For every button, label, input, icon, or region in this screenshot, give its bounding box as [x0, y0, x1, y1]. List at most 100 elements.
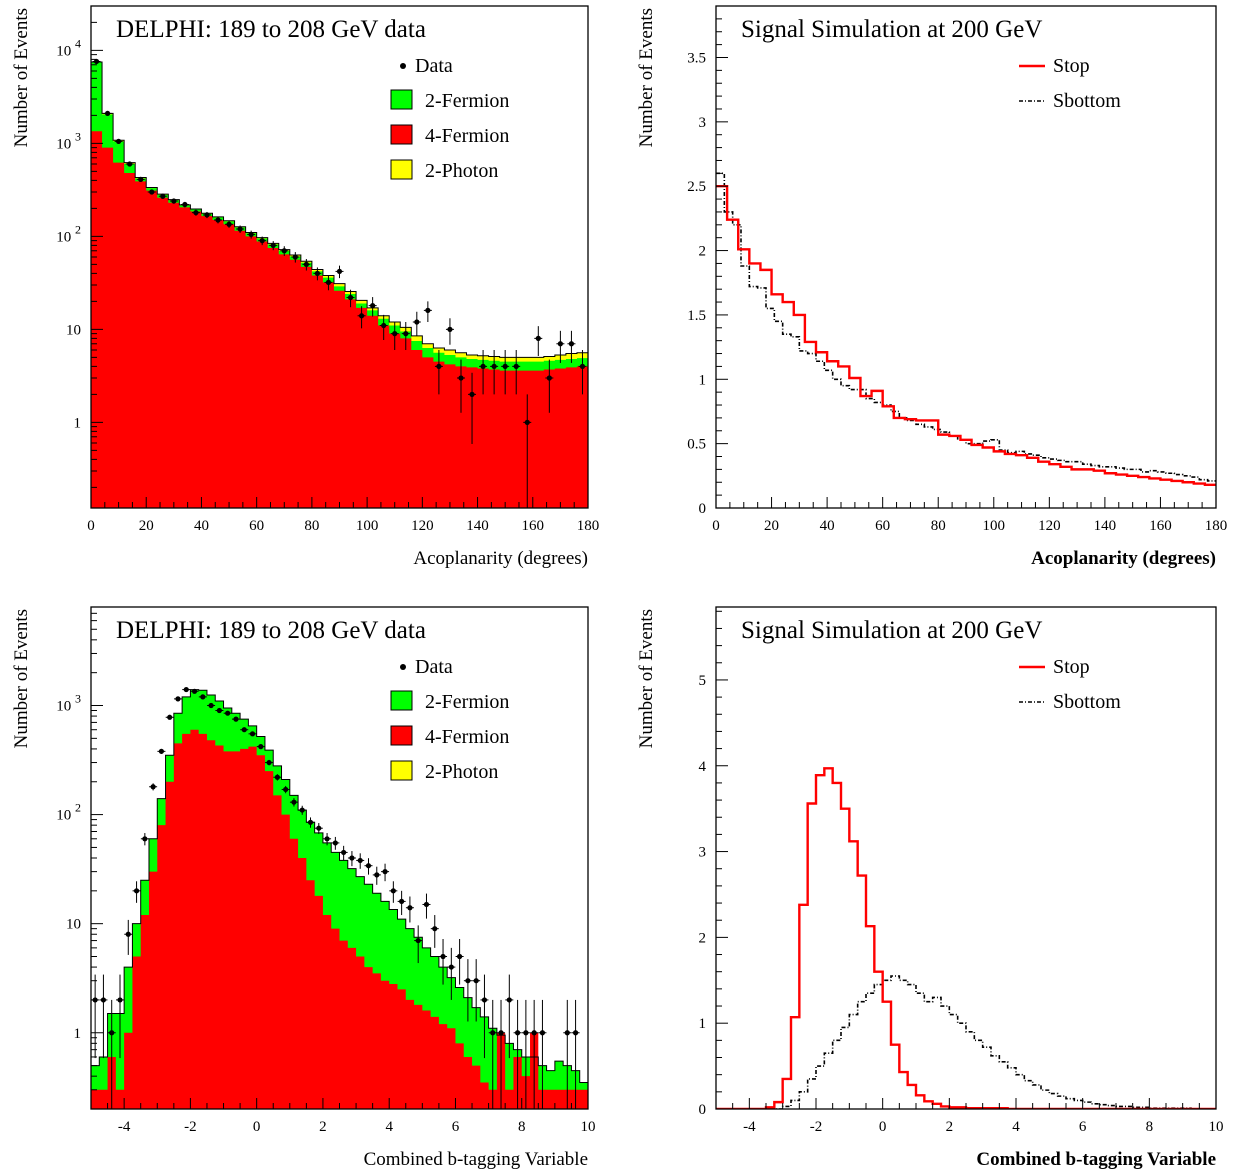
data-point — [578, 349, 587, 395]
data-marker — [149, 189, 155, 195]
data-marker — [407, 905, 413, 911]
legend-data-marker — [400, 664, 406, 670]
data-point — [347, 851, 356, 867]
y-axis-title: Number of Events — [11, 8, 32, 147]
x-tick-label: 100 — [356, 518, 379, 534]
data-point — [434, 349, 443, 395]
data-point — [314, 823, 323, 835]
data-marker — [133, 888, 140, 894]
data-point — [169, 198, 178, 204]
data-point — [372, 866, 381, 885]
data-marker — [104, 110, 111, 117]
data-marker — [382, 869, 388, 875]
data-point — [324, 275, 333, 291]
data-marker — [215, 217, 221, 223]
data-marker — [325, 279, 332, 285]
y-tick-label: 0 — [699, 1102, 707, 1118]
data-marker — [233, 716, 239, 722]
x-tick-label: -2 — [184, 1119, 197, 1135]
y-tick-label: 2 — [699, 930, 707, 946]
x-tick-label: 0 — [253, 1119, 261, 1135]
data-point — [534, 326, 543, 356]
y-tick-label: 2.5 — [687, 179, 706, 195]
x-tick-label: 160 — [1149, 518, 1172, 534]
y-axis-title: Number of Events — [636, 8, 657, 147]
data-marker — [303, 261, 309, 267]
data-point — [513, 999, 522, 1109]
data-marker — [514, 1030, 521, 1036]
data-marker — [125, 931, 131, 937]
data-point — [456, 359, 465, 413]
y-tick-label: 10 4 — [56, 36, 81, 59]
data-point — [331, 836, 340, 850]
x-tick-label: 8 — [1146, 1119, 1154, 1135]
x-tick-label: 6 — [452, 1119, 460, 1135]
data-marker — [291, 799, 297, 805]
data-point — [298, 805, 307, 815]
x-tick-label: 10 — [581, 1119, 596, 1135]
data-marker — [283, 786, 289, 793]
data-point — [571, 999, 580, 1109]
y-tick-label: 4 — [699, 759, 707, 775]
x-tick-label: 180 — [577, 518, 600, 534]
data-marker — [399, 898, 405, 905]
data-point — [538, 999, 547, 1109]
y-tick-label: 2 — [699, 244, 707, 260]
legend: Stop Sbottom — [1019, 55, 1121, 112]
x-tick-label: 2 — [946, 1119, 954, 1135]
data-point — [472, 959, 481, 1022]
x-tick-label: 180 — [1205, 518, 1228, 534]
data-marker — [266, 759, 272, 766]
data-point — [389, 881, 398, 903]
data-point — [401, 322, 410, 350]
data-point — [291, 252, 300, 263]
data-marker — [182, 201, 188, 208]
x-tick-label: 140 — [466, 518, 489, 534]
data-marker — [490, 1030, 496, 1036]
data-point — [158, 193, 167, 199]
data-marker — [204, 212, 210, 218]
x-tick-label: 120 — [1038, 518, 1061, 534]
x-tick-label: 140 — [1094, 518, 1117, 534]
data-point — [505, 974, 514, 1059]
data-marker — [175, 696, 181, 702]
legend: Stop Sbottom — [1019, 656, 1121, 713]
data-point — [256, 744, 265, 750]
data-point — [215, 707, 224, 714]
data-marker — [546, 375, 552, 381]
legend-swatch — [390, 89, 413, 110]
data-point — [269, 241, 278, 251]
data-marker — [465, 978, 471, 984]
data-point — [313, 267, 322, 281]
data-point — [497, 999, 506, 1109]
data-point — [207, 702, 216, 709]
data-point — [132, 881, 141, 903]
x-axis-title: Acoplanarity (degrees) — [1031, 548, 1216, 569]
data-marker — [138, 176, 144, 182]
data-marker — [208, 702, 214, 709]
y-tick-label: 0 — [699, 501, 707, 517]
legend-label: 4-Fermion — [425, 125, 509, 147]
data-marker — [365, 863, 372, 869]
btag-sim-panel: -4 -2 0 2 4 6 8 10 0 1 2 3 4 5 Combined b-tagging Vari… — [636, 606, 1224, 1170]
data-marker — [314, 270, 321, 276]
data-point — [190, 688, 199, 694]
data-point — [114, 138, 123, 144]
data-point — [223, 710, 232, 716]
data-marker — [158, 748, 165, 754]
data-marker — [259, 238, 265, 244]
data-point — [225, 220, 234, 228]
legend-swatch — [390, 124, 413, 145]
data-marker — [336, 268, 343, 275]
y-tick-label: 1 — [699, 372, 707, 388]
data-marker — [535, 335, 541, 341]
x-tick-label: -2 — [810, 1119, 823, 1135]
x-tick-label: 100 — [983, 518, 1006, 534]
data-marker — [142, 836, 148, 842]
data-marker — [473, 978, 479, 984]
data-marker — [374, 872, 380, 878]
series-stop-line — [716, 767, 1216, 1109]
data-marker — [171, 198, 177, 204]
data-point — [412, 311, 421, 336]
data-marker — [249, 731, 256, 737]
